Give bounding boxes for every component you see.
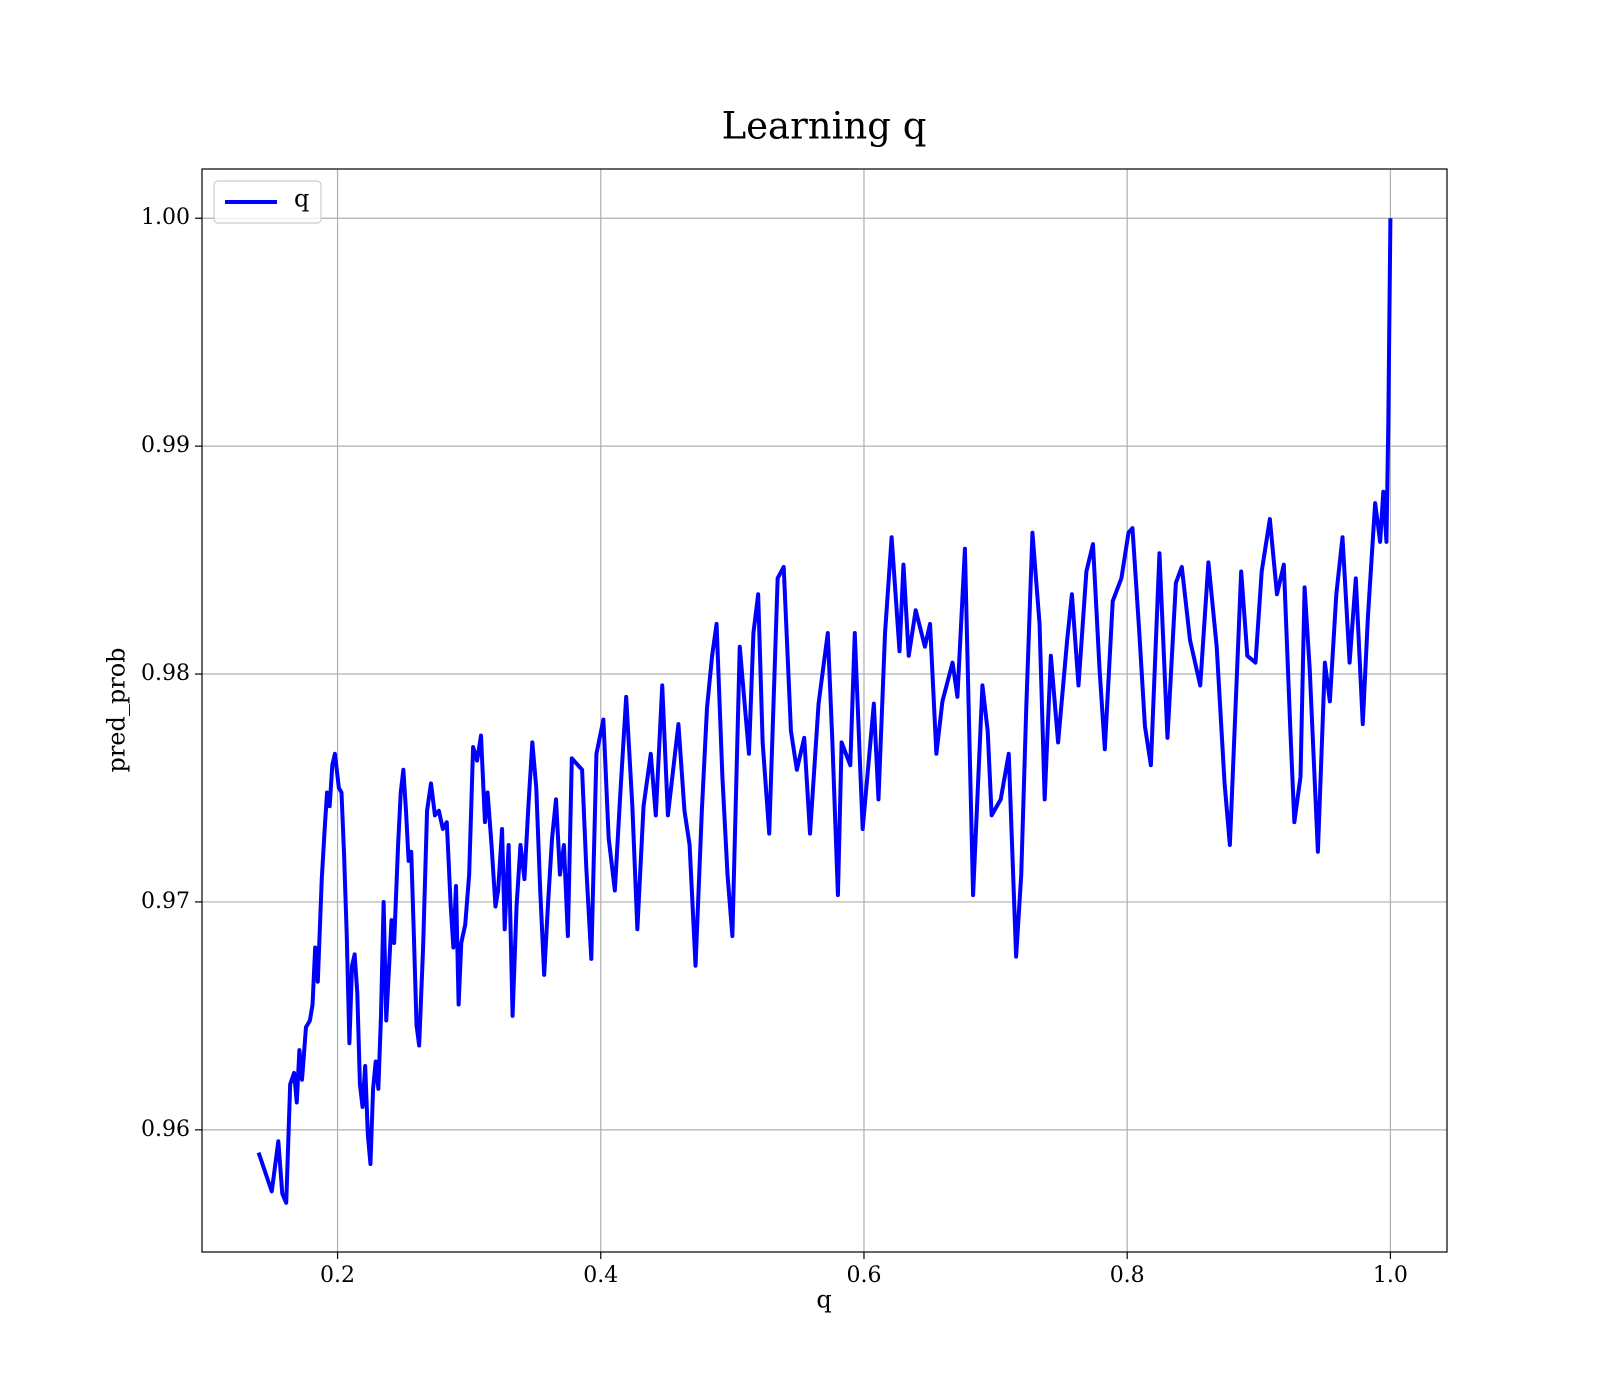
x-tick-label: 0.8 [1110, 1263, 1145, 1288]
y-tick-label: 0.99 [141, 433, 190, 458]
x-tick-label: 0.6 [846, 1263, 881, 1288]
y-axis-label: pred_prob [103, 647, 131, 772]
y-tick-label: 0.96 [141, 1117, 190, 1142]
legend-label: q [294, 185, 309, 213]
x-tick-label: 1.0 [1373, 1263, 1408, 1288]
x-tick-label: 0.4 [583, 1263, 618, 1288]
data-line [256, 218, 1393, 1205]
x-tick-label: 0.2 [320, 1263, 355, 1288]
plot-frame [201, 168, 1448, 1253]
y-tick-label: 0.97 [141, 889, 190, 914]
x-axis-label: q [816, 1286, 831, 1314]
y-tick-label: 0.98 [141, 661, 190, 686]
chart-title: Learning q [722, 105, 927, 148]
y-tick-label: 1.00 [141, 205, 190, 230]
